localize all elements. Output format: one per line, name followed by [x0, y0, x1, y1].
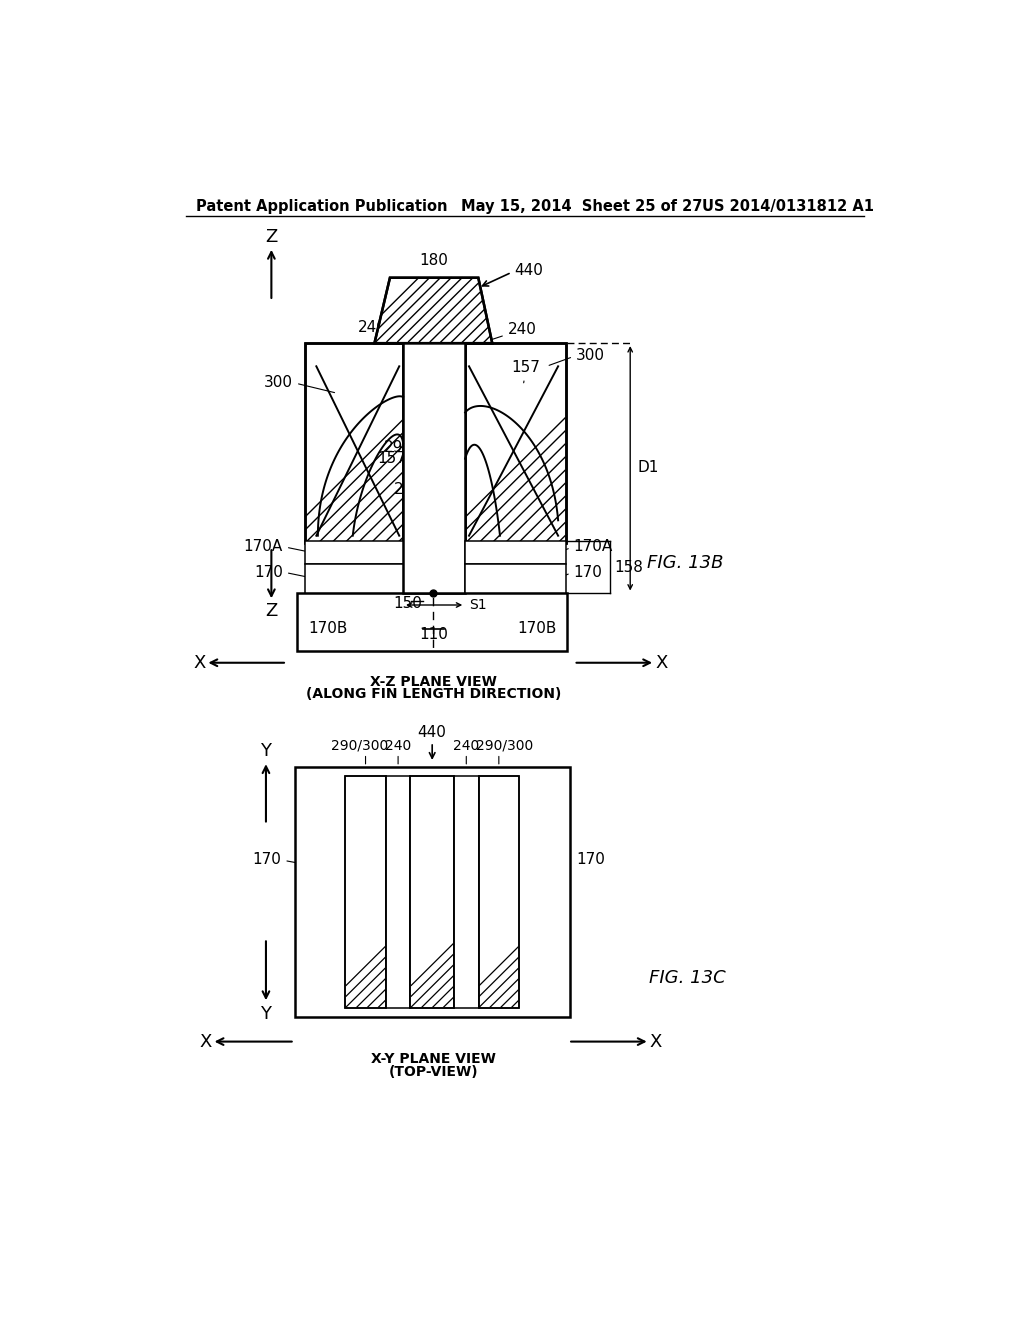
Text: 240: 240 [357, 321, 387, 335]
Text: 440: 440 [515, 263, 544, 277]
Bar [305, 541, 403, 564]
Bar [411, 776, 454, 1007]
Text: 170B: 170B [308, 620, 347, 636]
Text: S1: S1 [469, 598, 486, 612]
Text: 440: 440 [418, 725, 446, 741]
Text: 300: 300 [264, 375, 335, 392]
Text: X: X [200, 1032, 212, 1051]
Text: 157: 157 [512, 360, 541, 383]
Text: 150: 150 [393, 595, 423, 611]
Bar [305, 343, 403, 544]
Text: 158: 158 [614, 560, 643, 574]
Bar [454, 776, 478, 1007]
Text: 240: 240 [385, 739, 412, 752]
Text: 290: 290 [384, 440, 414, 454]
Text: 170A: 170A [244, 539, 309, 554]
Text: May 15, 2014  Sheet 25 of 27: May 15, 2014 Sheet 25 of 27 [461, 198, 702, 214]
Bar [465, 343, 566, 544]
Text: Y: Y [260, 1005, 271, 1023]
Text: Y: Y [260, 742, 271, 760]
Bar [386, 776, 411, 1007]
Text: X-Y PLANE VIEW: X-Y PLANE VIEW [371, 1052, 496, 1067]
Text: (ALONG FIN LENGTH DIRECTION): (ALONG FIN LENGTH DIRECTION) [305, 686, 561, 701]
Bar [465, 343, 566, 544]
Bar [295, 767, 569, 1016]
Text: 300: 300 [549, 348, 605, 366]
Text: 180: 180 [418, 894, 446, 909]
Text: Z: Z [265, 228, 278, 246]
Text: US 2014/0131812 A1: US 2014/0131812 A1 [701, 198, 873, 214]
Text: 290: 290 [393, 482, 423, 498]
Text: D1: D1 [638, 461, 659, 475]
Text: 110: 110 [419, 627, 447, 642]
Text: 170A: 170A [561, 539, 613, 554]
Text: 170: 170 [254, 565, 309, 579]
Text: 157: 157 [377, 451, 406, 466]
Text: 170B: 170B [517, 620, 557, 636]
Text: 240: 240 [454, 739, 479, 752]
Text: 170: 170 [561, 853, 605, 867]
Bar [411, 776, 454, 1007]
Bar [465, 541, 566, 564]
Text: Z: Z [265, 602, 278, 620]
Text: 240: 240 [483, 322, 537, 342]
Bar [403, 277, 465, 594]
Bar [478, 776, 519, 1007]
Bar [465, 564, 566, 594]
Bar [305, 343, 403, 544]
Bar [305, 564, 403, 594]
Text: 290/300: 290/300 [476, 739, 534, 752]
Text: X: X [655, 653, 668, 672]
Text: (TOP-VIEW): (TOP-VIEW) [388, 1065, 478, 1080]
Text: X: X [194, 653, 206, 672]
Text: 180: 180 [419, 253, 447, 268]
Text: X: X [649, 1032, 662, 1051]
Text: 290/300: 290/300 [331, 739, 388, 752]
Polygon shape [375, 277, 493, 343]
Text: Patent Application Publication: Patent Application Publication [197, 198, 447, 214]
Text: 170: 170 [253, 853, 303, 867]
Bar [297, 594, 567, 651]
Text: FIG. 13B: FIG. 13B [647, 553, 724, 572]
Text: 170: 170 [561, 565, 602, 579]
Bar [478, 776, 519, 1007]
Bar [345, 776, 386, 1007]
Text: 175: 175 [419, 347, 447, 362]
Text: FIG. 13C: FIG. 13C [649, 969, 726, 987]
Text: X-Z PLANE VIEW: X-Z PLANE VIEW [370, 675, 497, 689]
Bar [345, 776, 386, 1007]
